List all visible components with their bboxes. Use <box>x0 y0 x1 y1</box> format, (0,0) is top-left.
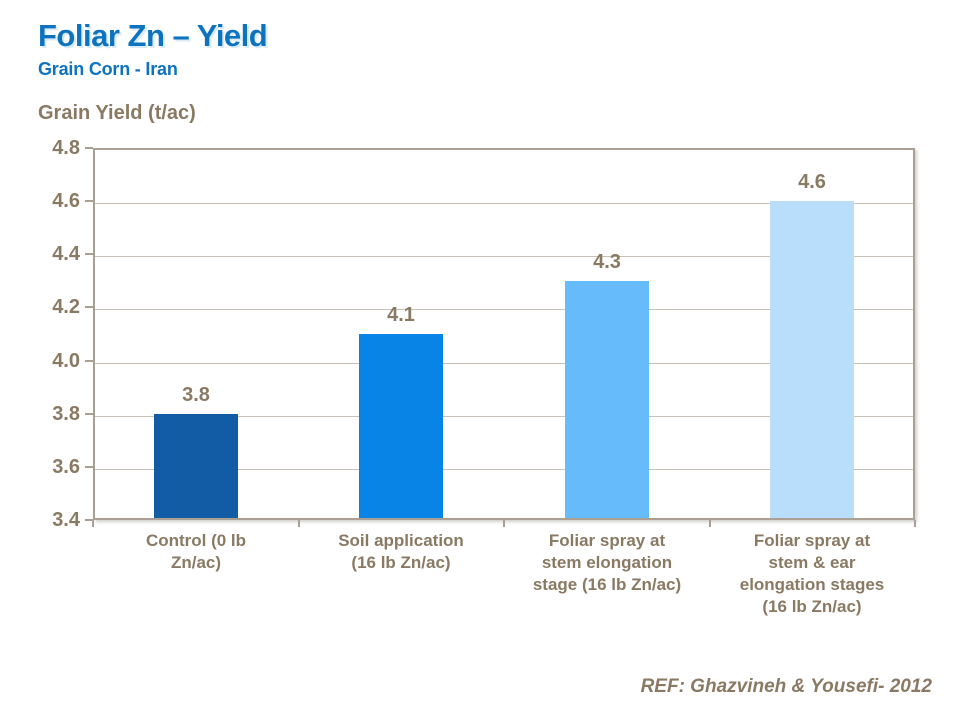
y-tick-mark <box>85 147 93 149</box>
x-tick-mark <box>298 520 300 527</box>
bar-4 <box>770 201 854 518</box>
y-tick-label-4.0: 4.0 <box>52 350 80 372</box>
gridline-4.6 <box>95 203 913 204</box>
bar-value-label-2: 4.1 <box>387 304 415 326</box>
reference-text: REF: Ghazvineh & Yousefi- 2012 <box>640 676 932 697</box>
x-category-label-1: Control (0 lb Zn/ac) <box>145 531 247 572</box>
gridline-3.6 <box>95 469 913 470</box>
x-tick-mark <box>92 520 94 527</box>
y-tick-label-3.8: 3.8 <box>52 403 80 425</box>
y-tick-label-4.6: 4.6 <box>52 190 80 212</box>
y-tick-label-3.4: 3.4 <box>52 509 80 531</box>
y-tick-label-4.8: 4.8 <box>52 137 80 159</box>
gridline-3.8 <box>95 416 913 417</box>
page-title: Foliar Zn – Yield <box>38 18 268 53</box>
gridline-4.2 <box>95 309 913 310</box>
x-category-label-4: Foliar spray at stem & ear elongation st… <box>739 531 885 616</box>
x-tick-mark <box>709 520 711 527</box>
y-tick-label-4.2: 4.2 <box>52 296 80 318</box>
y-tick-mark <box>85 360 93 362</box>
gridline-4.0 <box>95 363 913 364</box>
y-tick-label-3.6: 3.6 <box>52 456 80 478</box>
y-tick-label-4.4: 4.4 <box>52 243 80 265</box>
bar-1 <box>154 414 238 518</box>
y-tick-mark <box>85 200 93 202</box>
x-category-label-2: Soil application (16 lb Zn/ac) <box>338 531 464 572</box>
page-subtitle: Grain Corn - Iran <box>38 59 178 79</box>
x-tick-mark <box>503 520 505 527</box>
x-category-label-3: Foliar spray at stem elongation stage (1… <box>532 531 682 594</box>
bar-3 <box>565 281 649 518</box>
x-tick-mark <box>914 520 916 527</box>
bar-2 <box>359 334 443 518</box>
bar-value-label-3: 4.3 <box>593 251 621 273</box>
y-tick-mark <box>85 466 93 468</box>
bar-value-label-4: 4.6 <box>798 171 826 193</box>
bar-value-label-1: 3.8 <box>182 384 210 406</box>
y-tick-mark <box>85 519 93 521</box>
y-axis-title: Grain Yield (t/ac) <box>38 102 196 124</box>
gridline-4.4 <box>95 256 913 257</box>
y-tick-mark <box>85 413 93 415</box>
y-tick-mark <box>85 253 93 255</box>
y-tick-mark <box>85 306 93 308</box>
